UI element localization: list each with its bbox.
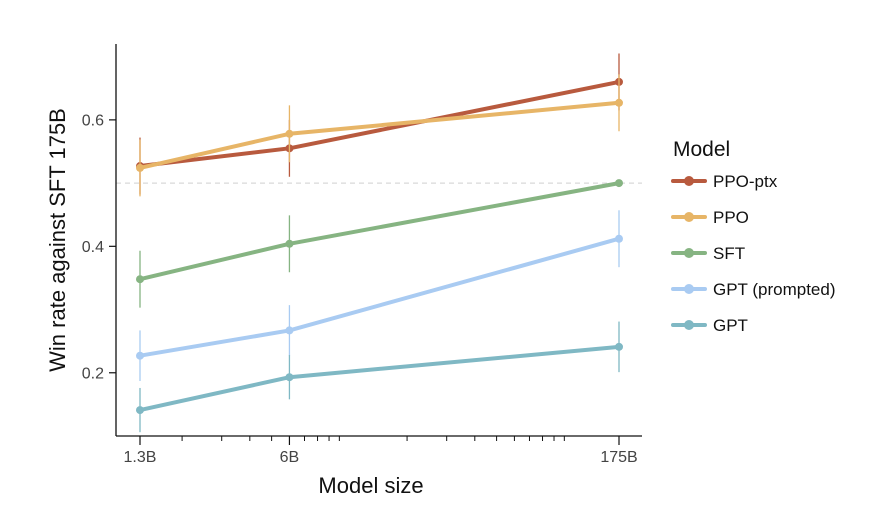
- series-gpt-prompted: [136, 210, 623, 381]
- y-axis-title: Win rate against SFT 175B: [45, 108, 70, 372]
- series-line: [138, 236, 621, 358]
- x-minor-ticks: [181, 436, 565, 441]
- legend-label: SFT: [713, 244, 745, 263]
- y-tick-label: 0.4: [82, 239, 104, 256]
- series-ppo: [136, 74, 623, 197]
- legend-swatch-dot: [684, 212, 694, 222]
- legend-label: GPT (prompted): [713, 280, 836, 299]
- data-point: [136, 275, 144, 284]
- y-tick-label: 0.6: [82, 112, 104, 129]
- data-point: [136, 163, 144, 172]
- legend-label: GPT: [713, 316, 748, 335]
- data-point: [285, 373, 294, 382]
- x-axis-title: Model size: [318, 473, 423, 498]
- legend-label: PPO: [713, 208, 749, 227]
- x-tick-label: 6B: [280, 449, 300, 466]
- series-line: [138, 344, 621, 413]
- x-axis-ticks: 1.3B 6B 175B: [124, 436, 638, 466]
- y-axis-ticks: 0.2 0.4 0.6: [82, 112, 116, 382]
- series-line: [138, 181, 621, 282]
- y-tick-label: 0.2: [82, 365, 104, 382]
- data-point: [285, 239, 294, 248]
- legend-swatch-dot: [684, 176, 694, 186]
- x-tick-label: 175B: [600, 449, 637, 466]
- series-sft: [136, 179, 623, 308]
- data-point: [615, 98, 623, 107]
- data-point: [615, 179, 623, 188]
- legend-title: Model: [673, 138, 730, 161]
- data-point: [615, 234, 623, 243]
- data-point: [285, 129, 294, 138]
- series-layer: [136, 53, 623, 433]
- series-gpt: [136, 321, 623, 433]
- legend-label: PPO-ptx: [713, 172, 778, 191]
- legend-swatch-dot: [684, 320, 694, 330]
- data-point: [285, 326, 294, 335]
- data-point: [615, 342, 623, 351]
- legend-swatch-dot: [684, 284, 694, 294]
- x-tick-label: 1.3B: [124, 449, 157, 466]
- data-point: [136, 406, 144, 415]
- legend-swatch-dot: [684, 248, 694, 258]
- legend: Model PPO-ptx PPO SFT GPT (prompted) GPT: [671, 138, 836, 335]
- data-point: [136, 351, 144, 360]
